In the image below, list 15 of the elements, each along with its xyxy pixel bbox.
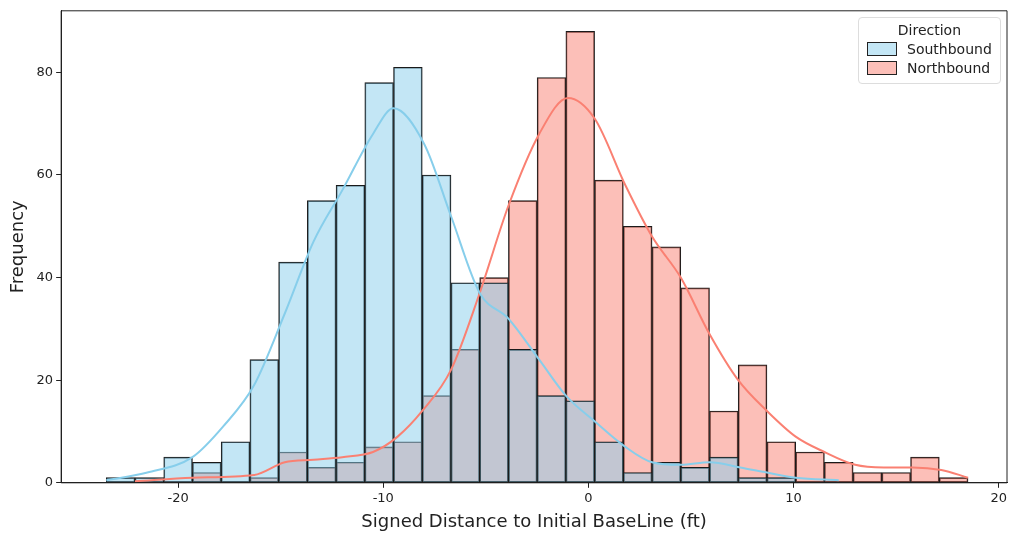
legend-label: Northbound xyxy=(907,59,991,76)
x-tick-label: 10 xyxy=(785,489,802,505)
x-tick-label: 20 xyxy=(990,489,1008,505)
y-tick-label: 0 xyxy=(44,474,54,490)
x-tick-label: -10 xyxy=(372,489,394,505)
y-tick-label: 60 xyxy=(36,166,54,182)
legend-label: Southbound xyxy=(907,40,992,57)
x-tick-label: -20 xyxy=(167,489,189,505)
x-axis-title: Signed Distance to Initial BaseLine (ft) xyxy=(361,509,707,531)
legend-title: Direction xyxy=(896,21,962,38)
y-axis-title: Frequency xyxy=(6,199,28,294)
y-tick-label: 80 xyxy=(36,63,54,79)
y-tick-label: 40 xyxy=(36,268,54,284)
x-tick-label: 0 xyxy=(584,489,593,505)
y-tick-label: 20 xyxy=(36,371,54,387)
